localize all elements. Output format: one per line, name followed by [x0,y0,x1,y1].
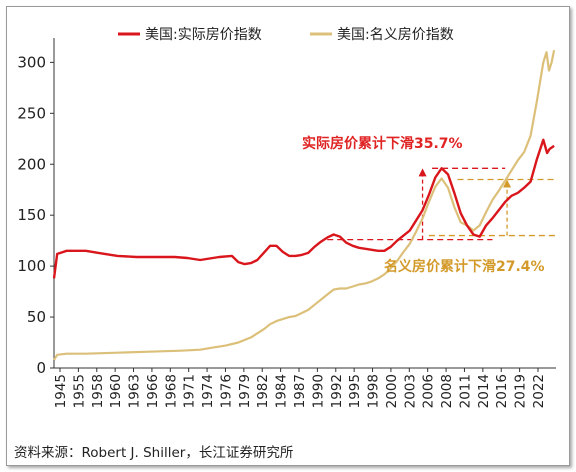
y-tick-label: 250 [17,104,46,122]
legend-label-real: 美国:实际房价指数 [145,27,262,43]
y-tick-label: 150 [17,206,46,224]
legend: 美国:实际房价指数 美国:名义房价指数 [118,27,454,43]
x-tick-label: 1984 [274,374,290,408]
x-tick-label: 2006 [421,374,437,408]
x-tick-label: 1945 [53,374,69,408]
x-tick-label: 1982 [255,374,271,408]
x-tick-label: 2003 [402,374,418,408]
y-axis: 0 50 100 150 200 250 300 [17,38,55,377]
x-tick-label: 1976 [218,374,234,408]
annotation-nominal-decline: 名义房价累计下滑27.4% [384,258,545,275]
x-tick-label: 1960 [108,374,124,408]
x-tick-label: 2019 [513,374,529,408]
x-tick-label: 1992 [329,374,345,408]
x-tick-label: 2000 [384,374,400,408]
series-line-real [52,138,555,279]
legend-label-nominal: 美国:名义房价指数 [337,27,454,43]
x-tick-label: 1979 [237,374,253,408]
y-tick-label: 100 [17,257,46,275]
x-tick-label: 1971 [182,374,198,408]
x-tick-label: 1955 [71,374,87,408]
real-decline-arrow-head [418,168,427,177]
annotation-real-decline: 实际房价累计下滑35.7% [302,135,463,152]
nominal-decline-arrow-head [503,179,512,188]
y-tick-label: 0 [36,359,46,377]
y-tick-label: 50 [27,308,46,326]
y-tick-label: 200 [17,155,46,173]
x-tick-label: 2016 [494,374,510,408]
y-tick-label: 300 [17,53,46,71]
x-tick-label: 2014 [476,374,492,408]
source-note: 资料来源：Robert J. Shiller，长江证券研究所 [14,445,294,461]
x-tick-label: 1995 [347,374,363,408]
x-tick-label: 1963 [127,374,143,408]
x-tick-label: 2008 [439,374,455,408]
series-line-nominal [53,49,556,361]
x-tick-label: 1998 [366,374,382,408]
x-tick-label: 1958 [90,374,106,408]
x-axis: 1945 1955 1958 1960 1963 1966 1968 1971 1974 1976… [53,367,556,408]
x-tick-label: 1987 [292,374,308,408]
x-tick-label: 2022 [531,374,547,408]
x-tick-label: 1968 [163,374,179,408]
x-tick-label: 1974 [200,374,216,408]
x-tick-label: 2011 [457,374,473,408]
x-tick-label: 1990 [310,374,326,408]
series-lines [52,49,556,361]
x-tick-label: 1966 [145,374,161,408]
annotation-guides [327,167,556,241]
